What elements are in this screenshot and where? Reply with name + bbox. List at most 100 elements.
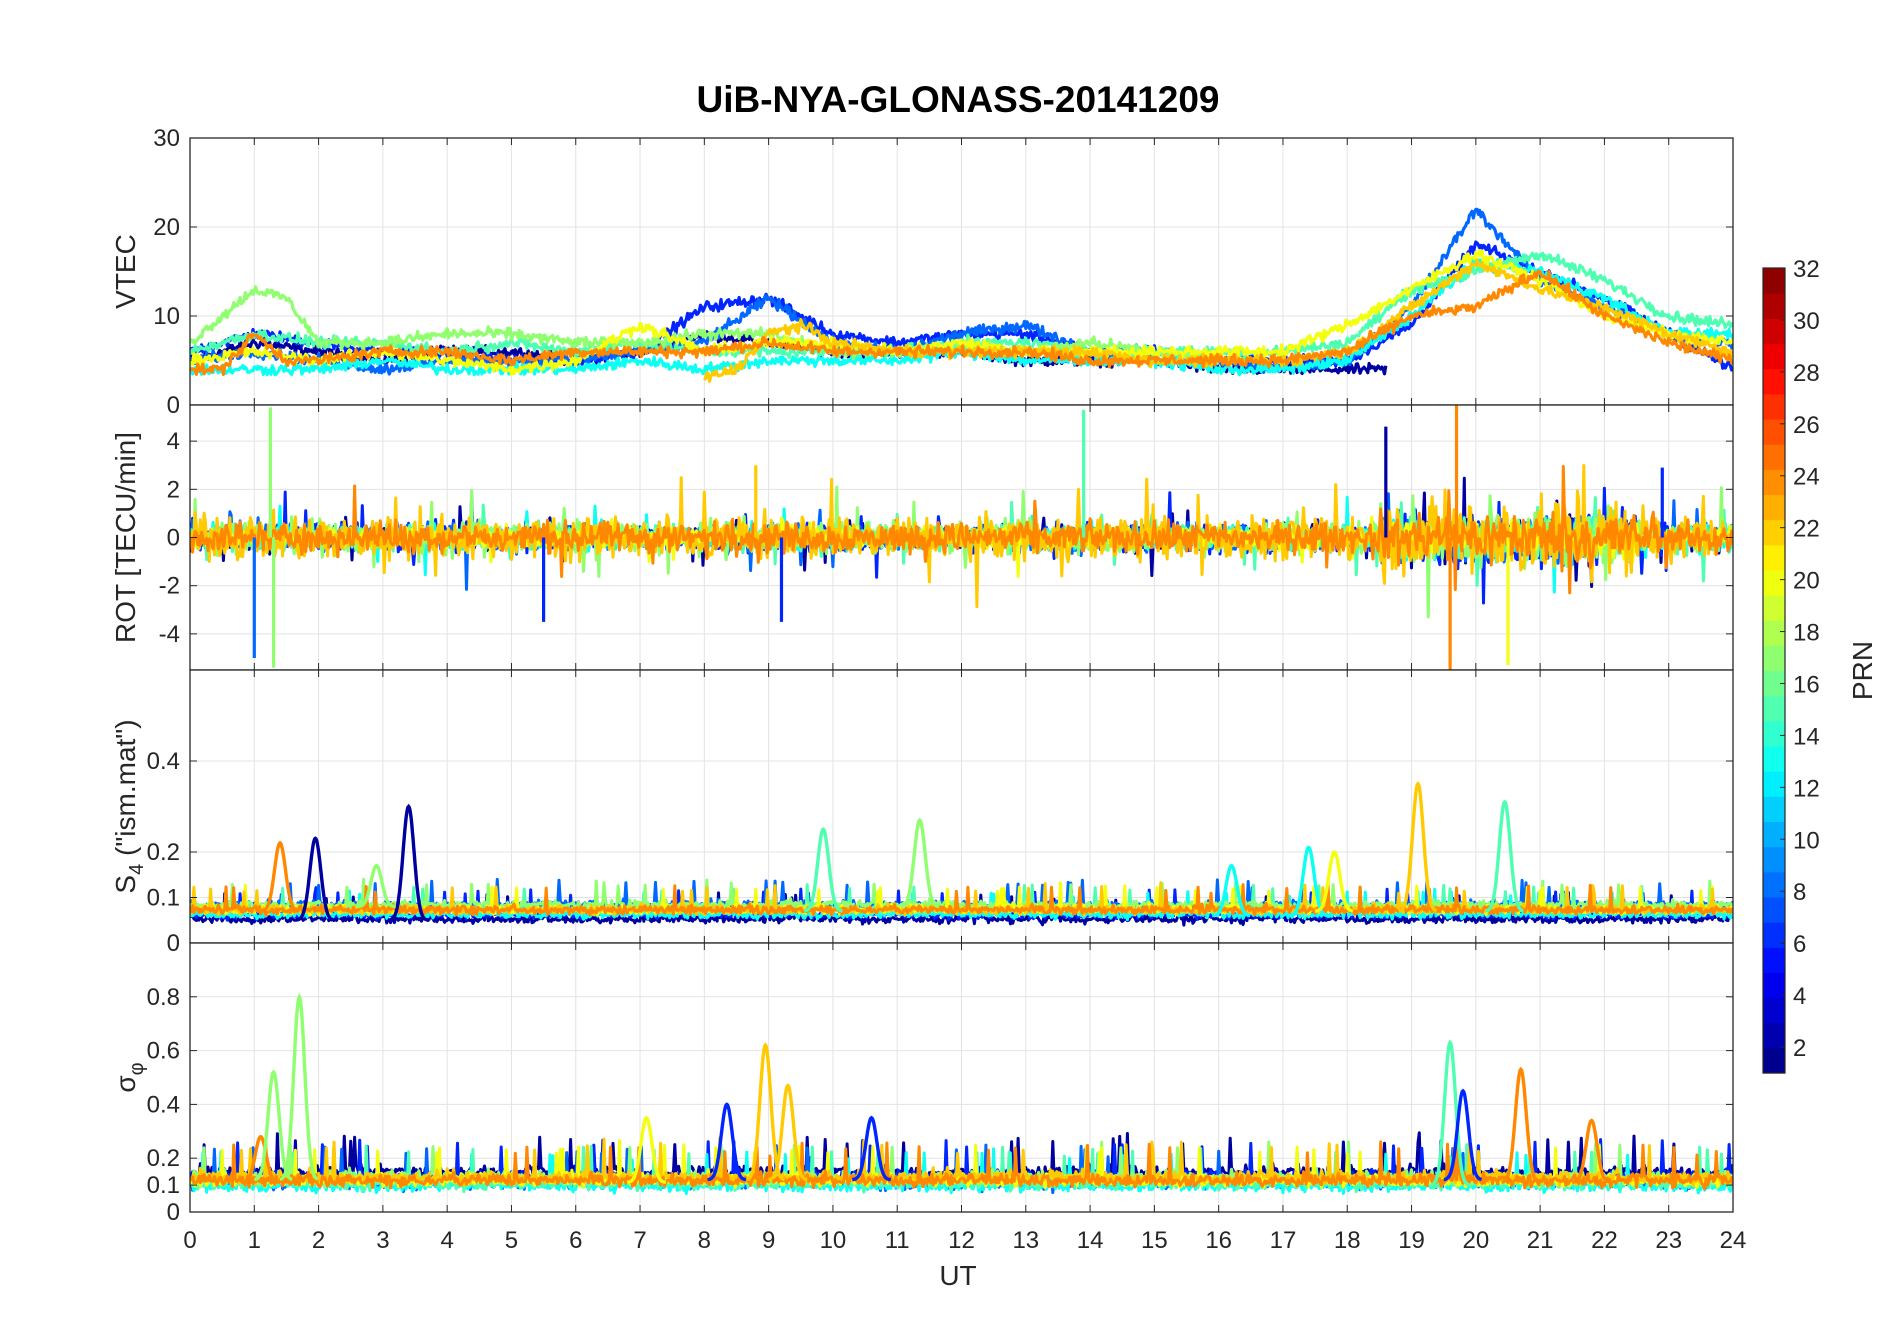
colorbar-tick-label: 16 <box>1793 671 1820 698</box>
y-tick-label: 0.4 <box>147 748 180 775</box>
series-prn-24 <box>190 1140 1733 1191</box>
y-tick-label: 0.2 <box>147 839 180 866</box>
y-tick-label: 20 <box>153 214 180 241</box>
colorbar-tick-label: 18 <box>1793 620 1820 647</box>
x-tick-label: 14 <box>1077 1227 1104 1254</box>
peak-prn-6 <box>707 1102 747 1182</box>
x-tick-label: 18 <box>1334 1227 1361 1254</box>
y-axis-label-main: σ <box>110 1075 141 1092</box>
x-tick-label: 3 <box>376 1227 389 1254</box>
colorbar-segment <box>1763 821 1785 848</box>
y-tick-label: 0 <box>167 525 180 552</box>
x-tick-label: 20 <box>1462 1227 1489 1254</box>
x-tick-label: 7 <box>633 1227 646 1254</box>
colorbar-box <box>1762 267 1786 1074</box>
colorbar-tick-label: 24 <box>1793 464 1820 491</box>
peak-prn-22 <box>768 1083 808 1182</box>
x-tick-label: 8 <box>698 1227 711 1254</box>
panel-2: -4 -2 0 2 4 ROT [TECU/min] <box>110 404 1734 671</box>
y-axis-label: VTEC <box>110 234 141 309</box>
x-tick-label: 5 <box>505 1227 518 1254</box>
colorbar-segment <box>1763 871 1785 898</box>
x-tick-label: 22 <box>1591 1227 1618 1254</box>
peak-prn-15 <box>803 827 843 913</box>
peak-prn-2 <box>295 836 335 922</box>
y-tick-label: 30 <box>153 125 180 152</box>
colorbar-segment <box>1763 293 1785 319</box>
colorbar-segment <box>1763 922 1785 948</box>
colorbar-tick-label: 20 <box>1793 568 1820 595</box>
peak-prn-17 <box>279 992 319 1182</box>
colorbar-tick-label: 10 <box>1793 827 1820 854</box>
x-tick-label: 4 <box>440 1227 453 1254</box>
colorbar-label: PRN <box>1847 641 1878 700</box>
y-tick-label: -4 <box>159 621 180 648</box>
x-tick-label: 16 <box>1205 1227 1232 1254</box>
series-prn-24 <box>190 465 1733 595</box>
x-tick-label: 13 <box>1012 1227 1039 1254</box>
peak-prn-20 <box>1315 850 1354 913</box>
x-tick-label: 24 <box>1720 1227 1747 1254</box>
colorbar-segment <box>1763 569 1785 596</box>
x-tick-label: 0 <box>183 1227 196 1254</box>
x-tick-label: 2 <box>312 1227 325 1254</box>
colorbar-tick-label: 26 <box>1793 412 1820 439</box>
colorbar-segment <box>1763 670 1785 697</box>
series-prn-13 <box>190 887 1733 922</box>
y-axis-label-main: S <box>110 875 141 894</box>
peak-prn-13 <box>1212 863 1251 918</box>
y-tick-label: 0.8 <box>147 984 180 1011</box>
colorbar-segment <box>1763 519 1785 546</box>
colorbar-segment <box>1763 444 1785 470</box>
colorbar-tick-label: 22 <box>1793 516 1820 543</box>
y-axis-label: σφ <box>110 1062 148 1092</box>
y-axis-label: ROT [TECU/min] <box>110 432 141 643</box>
colorbar-segment <box>1763 1047 1785 1074</box>
x-tick-label: 23 <box>1655 1227 1682 1254</box>
peak-prn-24 <box>241 1134 280 1184</box>
colorbar-tick-label: 30 <box>1793 308 1820 335</box>
y-tick-label: 0 <box>167 1199 180 1226</box>
colorbar-segment <box>1763 1022 1785 1049</box>
peak-prn-22 <box>1398 781 1438 913</box>
x-axis-label: UT <box>939 1260 976 1291</box>
colorbar-tick-label: 8 <box>1793 879 1806 906</box>
peak-prn-15 <box>1485 799 1524 913</box>
series-group <box>190 207 1733 383</box>
colorbar-segment <box>1763 796 1785 823</box>
colorbar-tick-label: 14 <box>1793 723 1820 750</box>
y-axis-label-sub: 4 <box>126 864 148 875</box>
x-tick-label: 11 <box>885 1227 910 1254</box>
x-tick-label: 10 <box>820 1227 847 1254</box>
y-axis-label: S4 ("ism.mat") <box>110 719 148 893</box>
colorbar-segment <box>1763 343 1785 370</box>
colorbar-tick-label: 2 <box>1793 1035 1806 1062</box>
colorbar-segment <box>1763 368 1785 395</box>
peak-prn-20 <box>626 1115 667 1184</box>
x-tick-label: 12 <box>948 1227 975 1254</box>
colorbar-tick-label: 6 <box>1793 931 1806 958</box>
x-tick-label: 15 <box>1141 1227 1168 1254</box>
colorbar-segment <box>1763 620 1785 646</box>
x-tick-label: 1 <box>248 1227 261 1254</box>
series-prn-17 <box>190 877 1733 914</box>
series-prn-20 <box>190 249 1733 376</box>
colorbar-segment <box>1763 469 1785 496</box>
peak-prn-17 <box>900 817 940 909</box>
peak-prn-6 <box>851 1115 892 1182</box>
y-tick-label: 0 <box>167 930 180 957</box>
colorbar-segment <box>1763 393 1785 420</box>
x-tick-label: 19 <box>1398 1227 1425 1254</box>
y-tick-label: -2 <box>159 573 180 600</box>
series-prn-2 <box>190 891 1733 927</box>
series-group <box>190 405 1733 670</box>
colorbar-segment <box>1763 771 1785 797</box>
colorbar-segment <box>1763 846 1785 873</box>
peak-prn-24 <box>260 840 299 913</box>
colorbar-tick-label: 4 <box>1793 983 1806 1010</box>
colorbar-tick-label: 12 <box>1793 775 1820 802</box>
colorbar-segment <box>1763 947 1785 973</box>
